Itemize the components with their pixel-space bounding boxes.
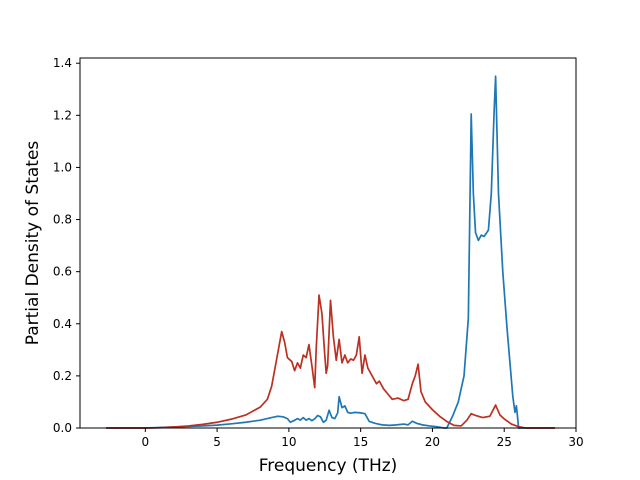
x-axis-ticks: 0 5 10 15 20 25 30 [141, 428, 584, 449]
series-line-1 [105, 75, 556, 429]
y-tick-label: 1.0 [53, 160, 72, 174]
y-tick-label: 1.4 [53, 56, 72, 70]
x-tick-label: 25 [497, 435, 512, 449]
y-tick-label: 0.0 [53, 421, 72, 435]
x-tick-label: 15 [353, 435, 368, 449]
series-layer [105, 75, 556, 429]
y-tick-label: 0.2 [53, 369, 72, 383]
x-tick-label: 30 [568, 435, 583, 449]
y-tick-label: 0.8 [53, 213, 72, 227]
x-tick-label: 10 [281, 435, 296, 449]
y-tick-label: 0.6 [53, 265, 72, 279]
y-axis-ticks: 0.0 0.2 0.4 0.6 0.8 1.0 1.2 1.4 [53, 56, 80, 435]
x-tick-label: 20 [425, 435, 440, 449]
y-axis-label: Partial Density of States [23, 141, 43, 346]
plot-area-frame [79, 57, 577, 429]
x-axis-label: Frequency (THz) [259, 456, 398, 476]
x-tick-label: 5 [213, 435, 221, 449]
y-tick-label: 0.4 [53, 317, 72, 331]
x-tick-label: 0 [141, 435, 149, 449]
y-tick-label: 1.2 [53, 108, 72, 122]
series-line-2 [105, 294, 556, 429]
